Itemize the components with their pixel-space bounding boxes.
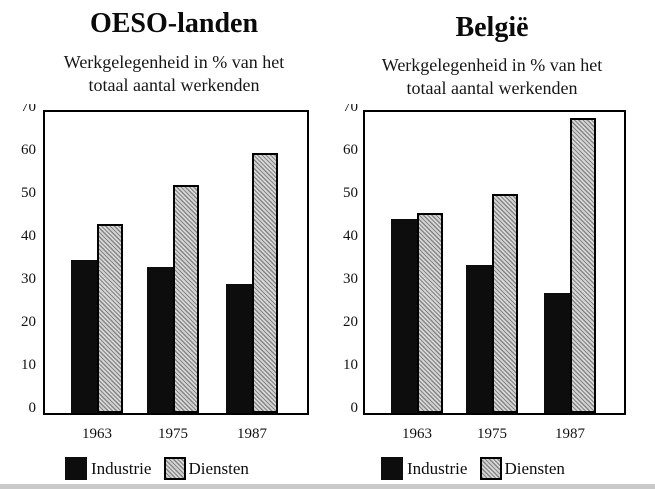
y-axis-tick-20: 20 [21, 314, 36, 330]
chart-title: OESO-landen [89, 8, 259, 39]
legend: Industrie Diensten [65, 456, 249, 480]
y-axis-tick-70: 70 [21, 104, 36, 115]
legend-swatch-industrie [381, 456, 403, 480]
bar-diensten-1975 [492, 194, 518, 413]
x-axis-label-1975: 1975 [477, 426, 507, 442]
x-axis-label-1963: 1963 [402, 426, 432, 442]
y-axis-tick-60: 60 [21, 142, 36, 158]
chart-title: België [455, 12, 529, 43]
bar-diensten-1963 [97, 224, 123, 413]
chart-belgie: België Werkgelegenheid in % van het tota… [330, 0, 655, 489]
legend-label-industrie: Industrie [91, 458, 152, 478]
chart-subtitle: Werkgelegenheid in % van het totaal aant… [14, 51, 334, 97]
legend-label-industrie: Industrie [407, 458, 468, 478]
bar-diensten-1963 [417, 213, 443, 413]
chart-subtitle-line2: totaal aantal werkenden [406, 78, 578, 98]
chart-subtitle-line1: Werkgelegenheid in % van het [381, 55, 603, 75]
chart-subtitle: Werkgelegenheid in % van het totaal aant… [332, 54, 652, 100]
plot-area [43, 110, 309, 415]
bar-industrie-1987 [544, 293, 570, 413]
y-axis-tick-10: 10 [21, 357, 36, 373]
legend-swatch-industrie [65, 456, 87, 480]
plot-area [363, 110, 626, 415]
bar-industrie-1975 [147, 267, 173, 413]
bar-industrie-1963 [391, 219, 417, 413]
y-axis-tick-70: 70 [343, 104, 358, 115]
legend-label-diensten: Diensten [504, 458, 565, 478]
legend-swatch-diensten [480, 456, 503, 480]
x-axis-label-1963: 1963 [82, 426, 112, 442]
chart-oeso-landen: OESO-landen Werkgelegenheid in % van het… [21, 8, 309, 480]
y-axis-tick-0: 0 [28, 400, 37, 416]
y-axis-tick-40: 40 [21, 228, 36, 244]
y-axis-tick-10: 10 [343, 357, 358, 373]
x-axis-label-1987: 1987 [555, 426, 585, 442]
y-axis-tick-20: 20 [343, 314, 358, 330]
legend: Industrie Diensten [381, 456, 565, 480]
bar-diensten-1987 [252, 153, 278, 413]
y-axis-tick-50: 50 [21, 185, 36, 201]
y-axis-tick-30: 30 [343, 271, 358, 287]
bar-industrie-1987 [226, 284, 252, 413]
bar-diensten-1987 [570, 118, 596, 413]
chart-subtitle-line2: totaal aantal werkenden [88, 75, 260, 95]
chart-subtitle-line1: Werkgelegenheid in % van het [63, 52, 285, 72]
y-axis-tick-40: 40 [343, 228, 358, 244]
legend-label-diensten: Diensten [188, 458, 249, 478]
y-axis-tick-0: 0 [350, 400, 359, 416]
x-axis-label-1975: 1975 [158, 426, 188, 442]
bar-diensten-1975 [173, 185, 199, 413]
bar-industrie-1963 [71, 260, 97, 413]
legend-swatch-diensten [164, 456, 187, 480]
y-axis-tick-60: 60 [343, 142, 358, 158]
x-axis-label-1987: 1987 [237, 426, 267, 442]
y-axis-tick-30: 30 [21, 271, 36, 287]
bar-industrie-1975 [466, 265, 492, 413]
y-axis-tick-50: 50 [343, 185, 358, 201]
scan-artifact-strip [0, 484, 655, 489]
